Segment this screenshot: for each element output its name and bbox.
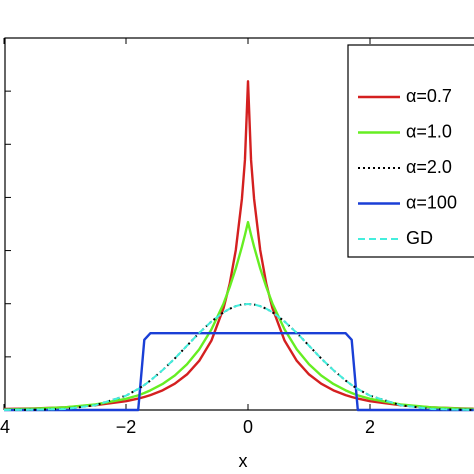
legend-label: α=0.7 bbox=[406, 86, 452, 106]
series-line bbox=[4, 332, 474, 412]
legend-label: α=100 bbox=[406, 192, 457, 212]
legend-label: α=2.0 bbox=[406, 157, 452, 177]
x-tick-label: 2 bbox=[365, 417, 375, 437]
x-tick-label: 0 bbox=[243, 417, 253, 437]
legend-label: α=1.0 bbox=[406, 121, 452, 141]
series-line bbox=[3, 302, 474, 411]
plot-frame bbox=[4, 37, 474, 411]
series-line bbox=[3, 302, 474, 411]
series-line bbox=[3, 80, 474, 411]
legend: α=0.7 α=1.0 α=2.0 α=100 GD bbox=[347, 44, 474, 258]
x-tick-label: −2 bbox=[116, 417, 137, 437]
legend-label: GD bbox=[406, 228, 433, 248]
series-line bbox=[3, 220, 474, 411]
x-tick-label: 4 bbox=[0, 417, 10, 437]
x-axis-label: x bbox=[239, 451, 248, 471]
legend-box bbox=[347, 44, 474, 258]
